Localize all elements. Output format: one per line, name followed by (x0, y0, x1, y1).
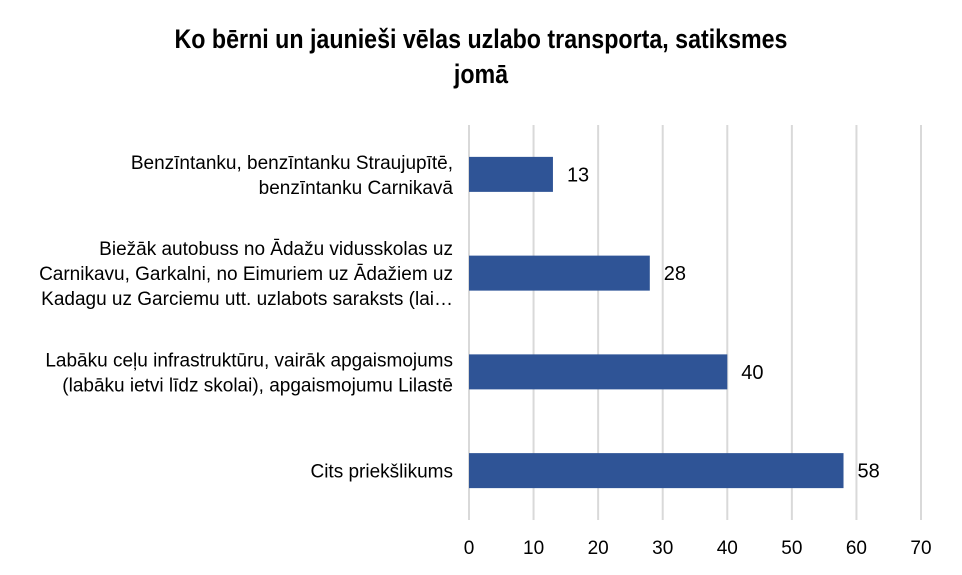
x-tick-label: 10 (523, 538, 544, 559)
x-tick-label: 70 (910, 538, 931, 559)
category-labels: Benzīntanku, benzīntanku Straujupītē, ben… (39, 153, 453, 483)
bar (469, 255, 650, 291)
data-label: 28 (664, 263, 686, 285)
x-tick-label: 20 (588, 538, 609, 559)
bar (469, 453, 844, 489)
bar (469, 156, 553, 192)
data-label: 13 (567, 164, 589, 186)
chart-title: Ko bērni un jaunieši vēlas uzlabo transp… (67, 22, 894, 92)
bar (469, 354, 728, 390)
category-label: Cits priekšlikums (310, 462, 453, 483)
data-label: 58 (858, 461, 880, 483)
category-label: Labāku ceļu infrastruktūru, vairāk apgai… (45, 350, 453, 396)
x-tick-label: 40 (717, 538, 738, 559)
x-tick-label: 60 (846, 538, 867, 559)
x-tick-label: 0 (464, 538, 475, 559)
x-tick-label: 30 (652, 538, 673, 559)
chart-title-line-1: Ko bērni un jaunieši vēlas uzlabo transp… (174, 24, 788, 54)
data-label: 40 (741, 362, 763, 384)
data-labels: 13 28 40 58 (567, 164, 880, 482)
chart-title-line-2: jomā (453, 59, 509, 89)
category-label: Benzīntanku, benzīntanku Straujupītē, ben… (131, 153, 454, 199)
category-label: Biežāk autobuss no Ādažu vidusskolas uz C… (39, 239, 453, 310)
x-tick-label: 50 (781, 538, 802, 559)
bars (469, 156, 844, 489)
x-axis-tick-labels: 0 10 20 30 40 50 60 70 (464, 538, 932, 559)
